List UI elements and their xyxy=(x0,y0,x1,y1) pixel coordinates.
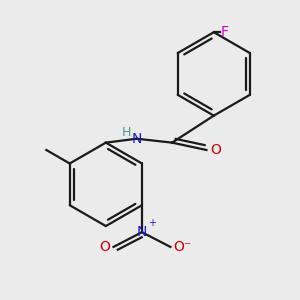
Text: O: O xyxy=(210,143,221,157)
Text: N: N xyxy=(132,132,142,146)
Text: H: H xyxy=(121,126,130,139)
Text: O⁻: O⁻ xyxy=(174,240,192,254)
Text: F: F xyxy=(220,25,229,39)
Text: N: N xyxy=(137,225,147,239)
Text: +: + xyxy=(148,218,156,228)
Text: O: O xyxy=(99,240,110,254)
